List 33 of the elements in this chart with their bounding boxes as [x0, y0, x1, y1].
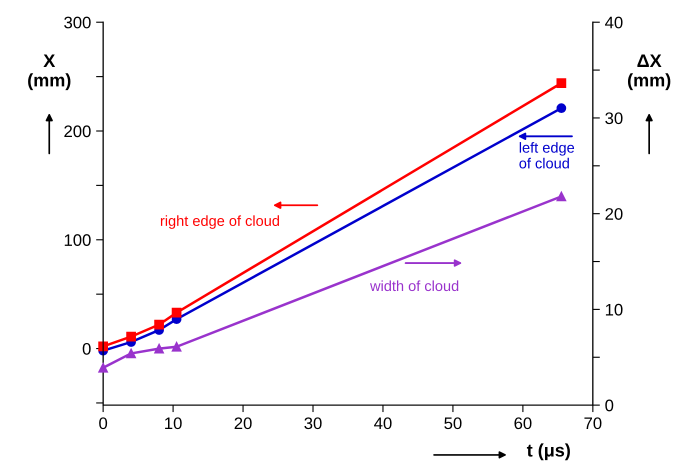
point [556, 78, 566, 88]
point [172, 342, 182, 352]
point [98, 362, 108, 373]
y-tick-label: 200 [64, 125, 91, 138]
x-axis-title: t (μs) [526, 443, 570, 460]
legend-label: width of cloud [370, 280, 458, 292]
x-tick-label: 10 [165, 417, 182, 430]
y-tick-label: 100 [64, 234, 91, 246]
y2-tick-label: 10 [606, 304, 623, 316]
y-tick-label: 300 [64, 16, 91, 28]
point [556, 192, 566, 202]
y2-axis-title: ΔX (mm) [628, 54, 670, 90]
point [154, 320, 164, 330]
y2-tick-label: 40 [605, 16, 623, 28]
x-tick-label: 0 [99, 417, 108, 430]
x-tick-label: 40 [374, 417, 392, 430]
point [126, 348, 136, 358]
point [154, 344, 164, 354]
legend-label: right edge of cloud [160, 215, 279, 229]
y2-tick-label: 20 [605, 208, 623, 220]
point [172, 308, 182, 318]
x-tick-label: 30 [304, 417, 322, 430]
legend-label: left edge of cloud [519, 142, 574, 168]
x-tick-label: 60 [514, 417, 532, 430]
y2-tick-label: 0 [605, 400, 614, 412]
x-tick-label: 50 [444, 417, 462, 430]
point [126, 332, 136, 342]
y-axis-title: X (mm) [28, 54, 70, 90]
y-tick-label: 0 [82, 342, 91, 355]
x-tick-label: 20 [234, 417, 252, 430]
y2-tick-label: 30 [605, 112, 623, 124]
point [556, 103, 566, 114]
x-tick-label: 70 [584, 417, 602, 430]
